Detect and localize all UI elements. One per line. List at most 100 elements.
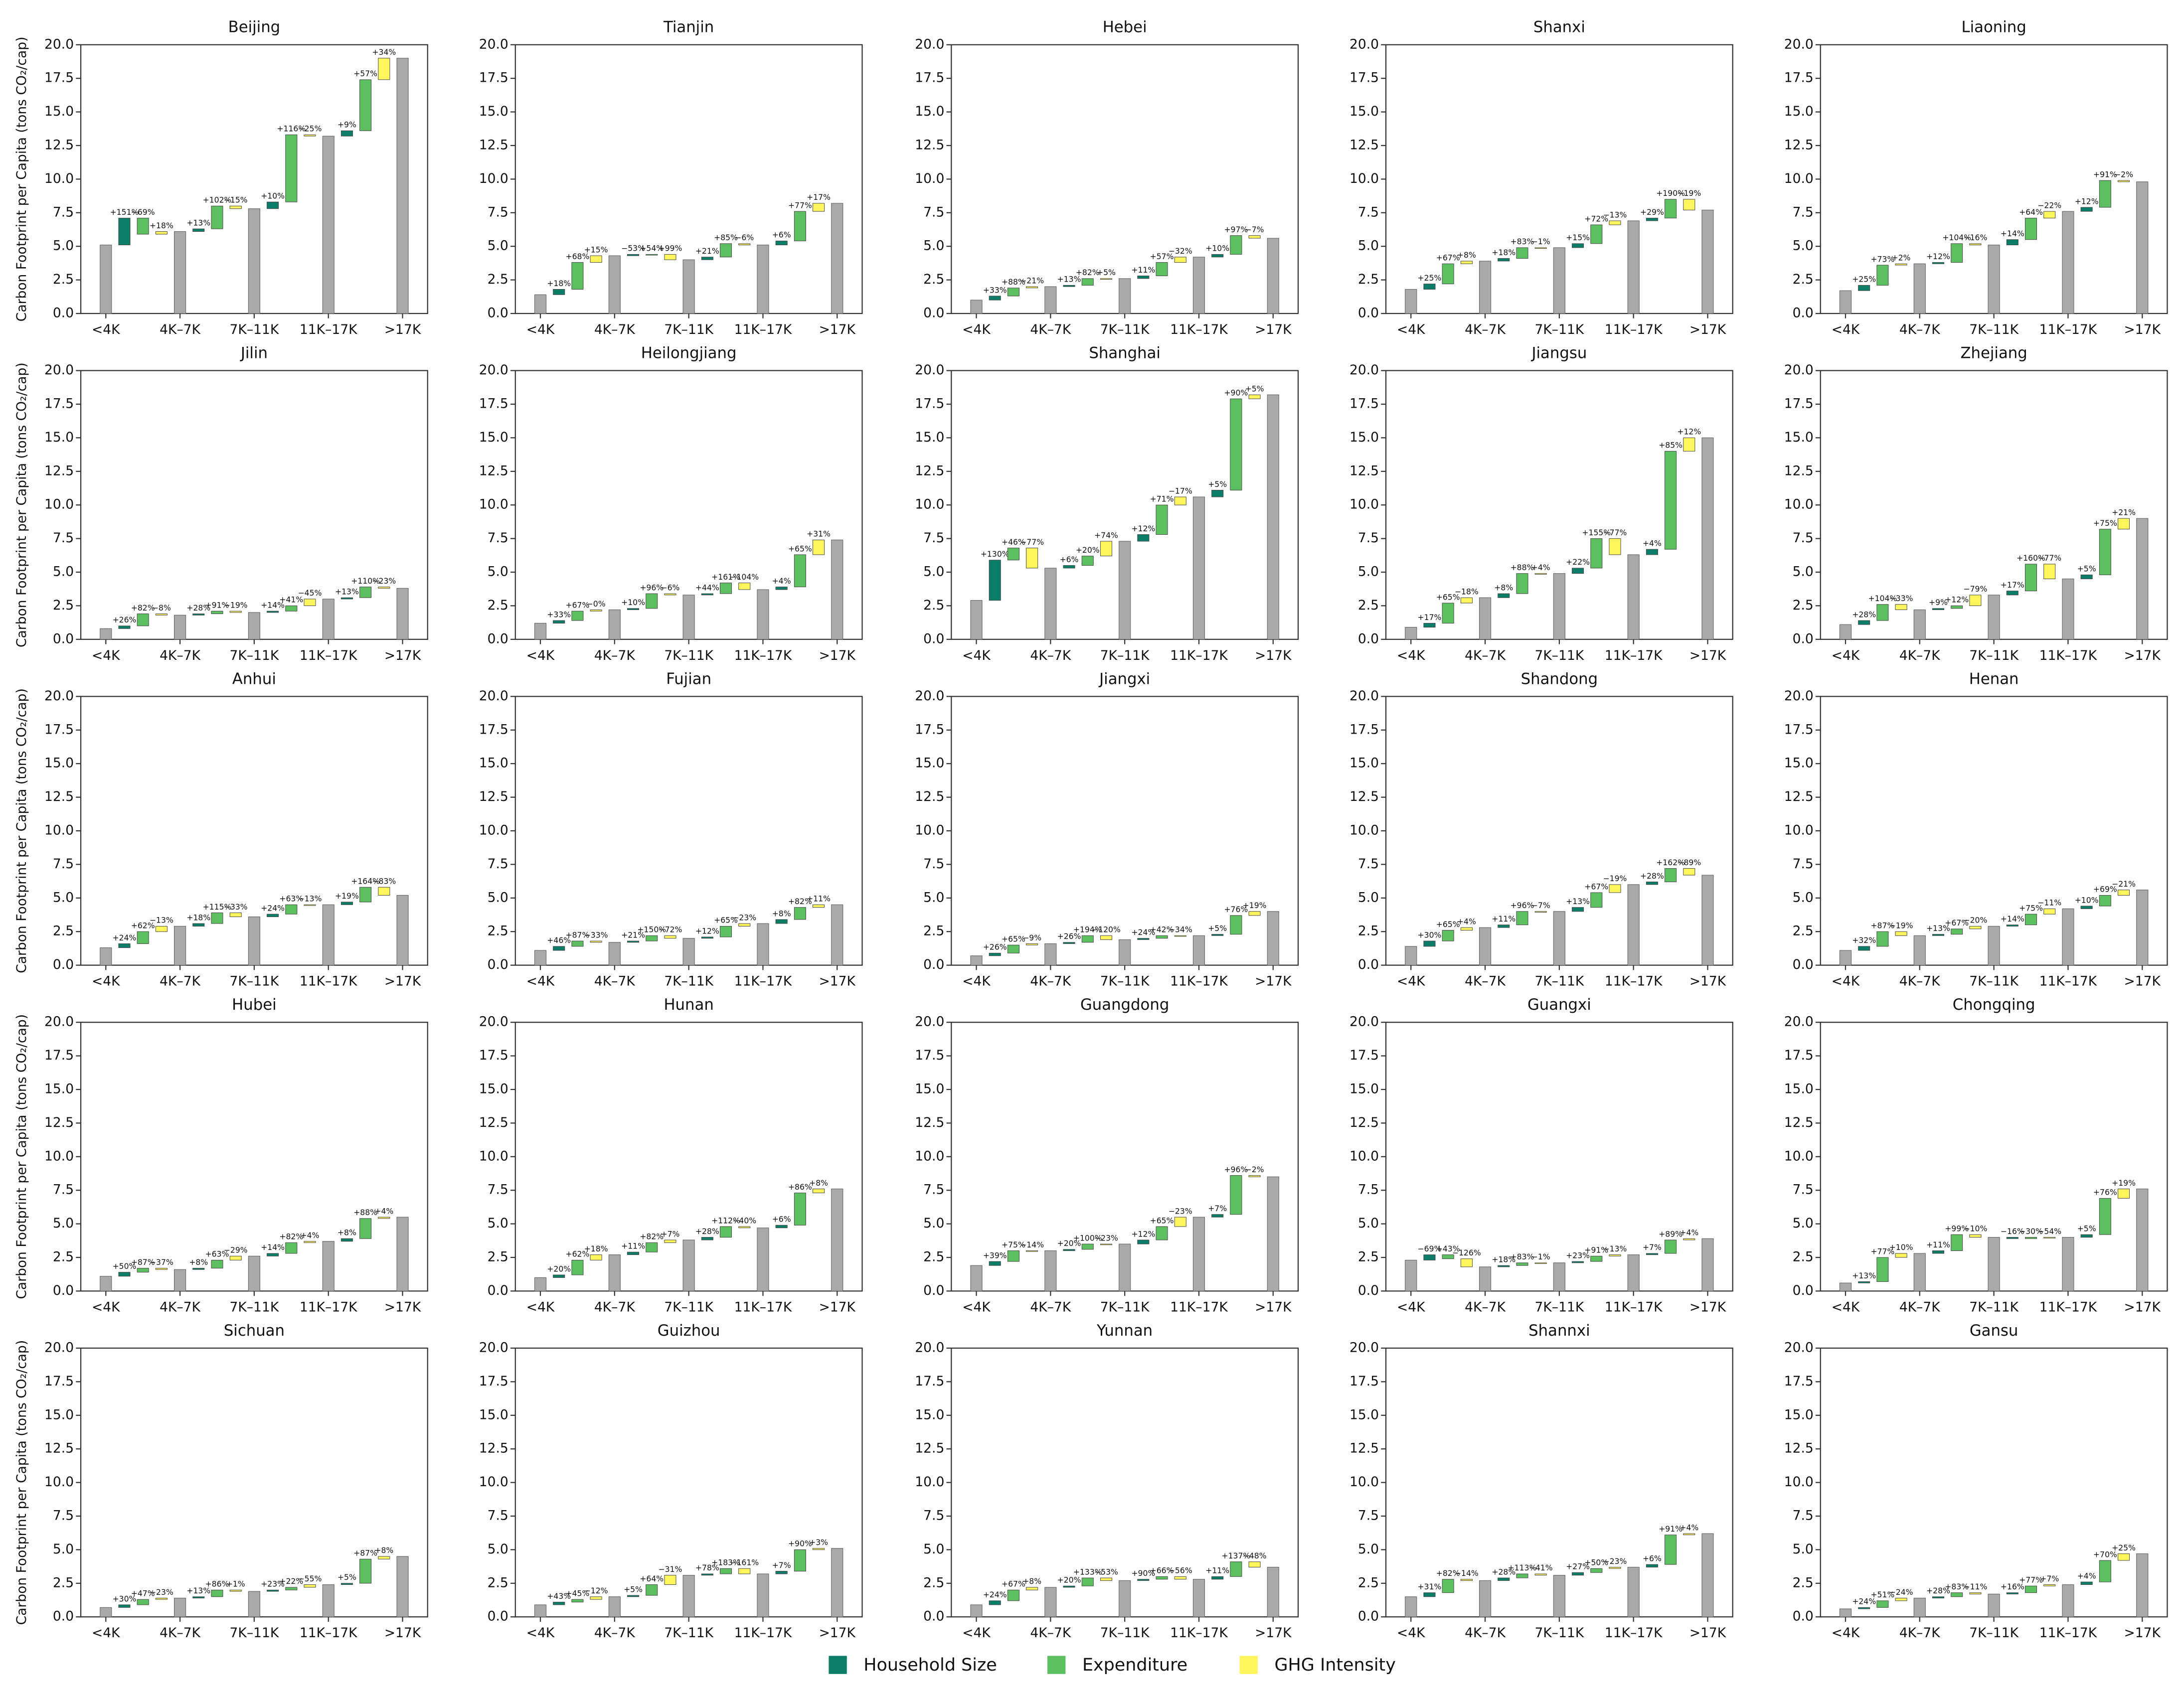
change-label: +71%: [1150, 494, 1174, 504]
change-label: −6%: [735, 233, 754, 242]
total-bar: [322, 1241, 335, 1291]
change-bar: [304, 599, 316, 606]
x-tick-label: >17K: [1255, 322, 1292, 337]
change-bar: [1211, 1576, 1224, 1580]
x-tick-label: 7K–11K: [1969, 1625, 2018, 1641]
y-tick-label: 20.0: [44, 36, 74, 52]
total-bar: [1192, 257, 1205, 314]
x-tick-label: 7K–11K: [1535, 322, 1584, 337]
change-label: +164%: [351, 877, 380, 886]
y-tick-label: 7.5: [1358, 856, 1379, 872]
change-bar: [1137, 534, 1150, 542]
total-bar: [1839, 290, 1852, 314]
change-label: +6%: [772, 230, 791, 240]
total-bar: [608, 1254, 621, 1291]
x-tick-label: 7K–11K: [1100, 322, 1150, 337]
change-label: +82%: [1076, 268, 1100, 277]
change-bar: [1609, 220, 1621, 225]
change-bar: [192, 1596, 205, 1598]
y-tick-label: 0.0: [923, 957, 944, 972]
x-tick-label: 11K–17K: [734, 1299, 792, 1315]
change-label: +22%: [279, 1576, 303, 1586]
change-label: +88%: [1511, 563, 1534, 572]
x-tick-label: 11K–17K: [1605, 1299, 1663, 1315]
y-tick-label: 15.0: [479, 104, 508, 119]
change-label: −23%: [1169, 1206, 1192, 1216]
y-tick-label: 10.0: [44, 171, 74, 186]
change-bar: [1876, 265, 1889, 286]
change-bar: [267, 1253, 279, 1256]
change-label: +10%: [2075, 895, 2099, 905]
change-label: +19%: [2112, 1178, 2136, 1188]
change-bar: [590, 255, 602, 263]
change-label: +21%: [695, 246, 719, 256]
change-label: −16%: [1964, 233, 1988, 242]
y-tick-label: 17.5: [915, 396, 944, 411]
change-bar: [1442, 1254, 1454, 1259]
change-label: +10%: [1205, 244, 1229, 253]
x-tick-label: 11K–17K: [734, 1625, 792, 1641]
change-label: +6%: [1060, 555, 1079, 564]
y-tick-label: 0.0: [1358, 631, 1379, 646]
change-label: −77%: [2037, 553, 2061, 563]
change-bar: [1534, 573, 1547, 575]
change-bar: [378, 1556, 390, 1559]
y-tick-label: 0.0: [1793, 306, 1814, 321]
total-bar: [2136, 890, 2149, 966]
total-bar: [248, 1255, 260, 1291]
change-bar: [211, 1589, 223, 1597]
x-tick-label: 4K–7K: [1465, 974, 1506, 989]
change-bar: [627, 1595, 640, 1597]
x-tick-label: 11K–17K: [1605, 322, 1663, 337]
change-bar: [1895, 931, 1907, 936]
total-bar: [1701, 437, 1714, 640]
y-tick-label: 12.5: [1784, 137, 1814, 153]
change-bar: [646, 1242, 658, 1252]
change-bar: [155, 614, 168, 616]
change-bar: [1248, 1175, 1261, 1177]
change-bar: [1683, 437, 1695, 452]
change-label: −77%: [1603, 528, 1627, 537]
change-bar: [118, 1272, 131, 1277]
y-tick-label: 2.5: [1793, 1249, 1814, 1265]
change-label: +50%: [1584, 1557, 1608, 1567]
change-bar: [989, 1261, 1001, 1266]
change-label: +3%: [809, 1538, 828, 1547]
y-tick-label: 0.0: [488, 306, 508, 321]
change-bar: [1081, 556, 1094, 566]
change-bar: [137, 614, 149, 626]
y-tick-label: 17.5: [1784, 70, 1814, 86]
change-label: +50%: [113, 1261, 137, 1271]
x-tick-label: 11K–17K: [2039, 648, 2097, 663]
change-label: −14%: [1020, 1240, 1044, 1249]
y-tick-label: 17.5: [1349, 1374, 1379, 1389]
y-tick-label: 17.5: [479, 396, 508, 411]
total-bar: [396, 58, 409, 314]
change-bar: [1423, 940, 1436, 947]
change-label: −21%: [2112, 879, 2136, 889]
change-bar: [1969, 926, 1982, 929]
x-tick-label: >17K: [819, 1299, 856, 1315]
change-label: −17%: [1169, 486, 1192, 495]
x-tick-label: <4K: [92, 1299, 120, 1315]
total-bar: [2062, 1584, 2074, 1617]
change-bar: [1137, 1239, 1150, 1244]
change-label: −104%: [730, 572, 759, 582]
y-tick-label: 0.0: [1358, 957, 1379, 972]
x-tick-label: <4K: [962, 1299, 991, 1315]
change-label: +161%: [711, 572, 740, 582]
change-label: −6%: [661, 583, 679, 592]
change-label: +5%: [624, 1584, 643, 1594]
change-label: +82%: [1436, 1568, 1460, 1578]
change-bar: [2099, 529, 2111, 575]
legend-label: Household Size: [863, 1655, 997, 1675]
y-tick-label: 5.0: [1793, 1542, 1814, 1557]
total-bar: [534, 1604, 547, 1617]
change-bar: [1683, 868, 1695, 876]
change-label: +65%: [1002, 934, 1025, 943]
total-bar: [1839, 624, 1852, 640]
y-tick-label: 20.0: [1784, 688, 1814, 704]
change-label: +10%: [1889, 1242, 1913, 1252]
y-tick-label: 20.0: [1349, 1340, 1379, 1355]
change-label: +15%: [584, 245, 608, 254]
